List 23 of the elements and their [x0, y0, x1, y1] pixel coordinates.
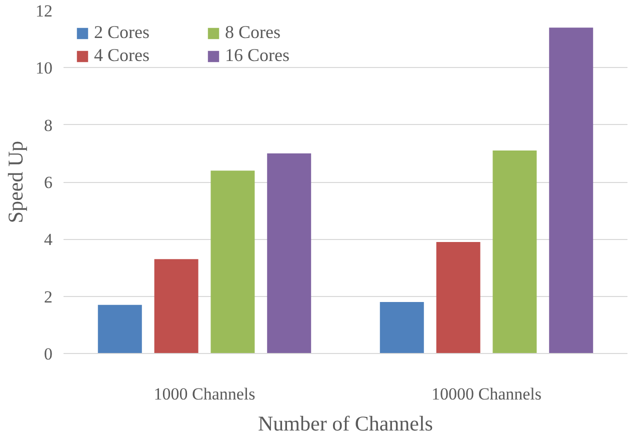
- y-tick-label: 0: [44, 344, 52, 364]
- bar: [436, 242, 480, 354]
- legend-label: 4 Cores: [94, 45, 150, 66]
- x-tick-label: 10000 Channels: [431, 384, 542, 404]
- y-tick-label: 12: [36, 2, 52, 20]
- y-tick-label: 6: [44, 173, 52, 192]
- bar: [98, 304, 142, 354]
- bar: [210, 170, 255, 354]
- bar: [154, 259, 198, 354]
- bar: [492, 150, 537, 354]
- legend-label: 8 Cores: [225, 22, 282, 43]
- y-axis-title: Speed Up: [4, 140, 28, 224]
- bar: [380, 302, 424, 354]
- bar: [267, 153, 312, 354]
- y-tick-label: 10: [36, 58, 52, 78]
- legend-label: 2 Cores: [94, 22, 150, 43]
- y-tick-label: 2: [44, 287, 52, 306]
- x-axis-title: Number of Channels: [258, 412, 433, 436]
- y-tick-label: 8: [44, 116, 52, 135]
- y-tick-label: 4: [44, 230, 53, 250]
- bar: [549, 28, 594, 354]
- x-tick-label: 1000 Channels: [154, 384, 256, 404]
- legend-label: 16 Cores: [225, 45, 290, 66]
